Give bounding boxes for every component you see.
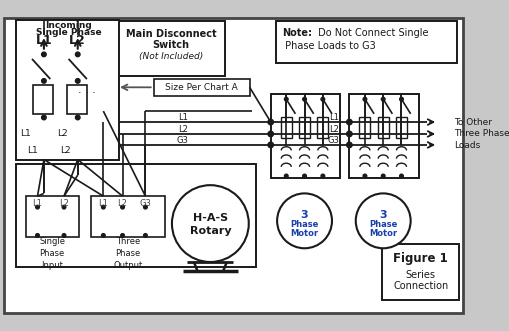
Circle shape: [36, 205, 39, 209]
Text: L2: L2: [57, 129, 67, 138]
Circle shape: [302, 174, 306, 178]
Circle shape: [399, 174, 403, 178]
Text: L2: L2: [328, 125, 338, 134]
Text: H-A-S: H-A-S: [192, 213, 228, 223]
Text: Main Disconnect: Main Disconnect: [125, 29, 216, 39]
Bar: [25, 196, 78, 237]
Text: 3: 3: [300, 210, 308, 220]
Circle shape: [381, 97, 384, 101]
Bar: [153, 79, 249, 96]
Text: Phase: Phase: [369, 220, 397, 229]
Bar: [377, 118, 388, 138]
Circle shape: [320, 174, 324, 178]
Text: L2: L2: [59, 199, 69, 208]
Circle shape: [399, 97, 403, 101]
Text: Rotary: Rotary: [189, 226, 231, 236]
Text: (Not Included): (Not Included): [138, 52, 203, 61]
Text: Single Phase: Single Phase: [36, 28, 101, 37]
Circle shape: [36, 234, 39, 237]
Text: L1: L1: [178, 113, 187, 122]
Text: L1: L1: [26, 146, 37, 155]
Text: L1: L1: [33, 199, 42, 208]
Ellipse shape: [172, 185, 248, 262]
Text: Connection: Connection: [392, 281, 447, 291]
Text: Three
Phase
Output: Three Phase Output: [113, 237, 143, 270]
Text: L1: L1: [20, 129, 31, 138]
Text: L2: L2: [118, 199, 127, 208]
Circle shape: [42, 52, 46, 57]
Text: Single
Phase
Input: Single Phase Input: [39, 237, 65, 270]
Text: Do Not Connect Single: Do Not Connect Single: [314, 28, 427, 38]
Bar: [16, 164, 256, 266]
Bar: [33, 84, 53, 114]
Text: . . .: . . .: [78, 85, 96, 95]
Circle shape: [346, 142, 351, 148]
Text: 3: 3: [379, 210, 386, 220]
Bar: [349, 94, 418, 178]
Text: Note:: Note:: [281, 28, 311, 38]
Bar: [298, 118, 309, 138]
Circle shape: [75, 52, 80, 57]
Circle shape: [346, 131, 351, 137]
Bar: [91, 196, 164, 237]
Circle shape: [42, 115, 46, 120]
Text: L2: L2: [61, 146, 71, 155]
Text: Incoming: Incoming: [45, 21, 92, 29]
Bar: [395, 118, 406, 138]
Text: Figure 1: Figure 1: [392, 252, 447, 265]
Text: To Other
Three Phase
Loads: To Other Three Phase Loads: [453, 118, 508, 150]
Circle shape: [346, 119, 351, 125]
Bar: [317, 118, 328, 138]
Bar: [276, 21, 457, 63]
Circle shape: [62, 234, 66, 237]
Circle shape: [302, 97, 306, 101]
Text: G3: G3: [139, 199, 151, 208]
Circle shape: [284, 97, 288, 101]
Text: L2: L2: [69, 34, 86, 47]
Circle shape: [267, 119, 273, 125]
Circle shape: [75, 79, 80, 83]
Ellipse shape: [355, 193, 410, 248]
Bar: [117, 22, 224, 76]
Circle shape: [121, 234, 124, 237]
Text: L1: L1: [98, 199, 108, 208]
Bar: [280, 118, 291, 138]
Circle shape: [144, 234, 147, 237]
Circle shape: [62, 205, 66, 209]
Circle shape: [284, 174, 288, 178]
Text: L1: L1: [328, 113, 338, 122]
Circle shape: [362, 97, 366, 101]
Text: G3: G3: [327, 136, 339, 145]
Circle shape: [267, 131, 273, 137]
Circle shape: [101, 234, 105, 237]
Circle shape: [42, 79, 46, 83]
Bar: [270, 94, 340, 178]
Ellipse shape: [276, 193, 331, 248]
Text: G3: G3: [177, 136, 188, 145]
Bar: [67, 84, 87, 114]
Text: Phase: Phase: [290, 220, 318, 229]
Text: Series: Series: [405, 270, 435, 280]
Text: Motor: Motor: [290, 229, 318, 238]
Circle shape: [362, 174, 366, 178]
Text: L1: L1: [36, 34, 52, 47]
Circle shape: [381, 174, 384, 178]
Text: Switch: Switch: [152, 40, 189, 50]
Bar: [359, 118, 370, 138]
Circle shape: [75, 115, 80, 120]
Circle shape: [121, 205, 124, 209]
Text: Motor: Motor: [369, 229, 397, 238]
Text: Phase Loads to G3: Phase Loads to G3: [281, 41, 375, 51]
Circle shape: [144, 205, 147, 209]
Circle shape: [267, 142, 273, 148]
Bar: [16, 20, 119, 160]
Circle shape: [320, 97, 324, 101]
Circle shape: [101, 205, 105, 209]
Bar: [382, 244, 458, 301]
Text: L2: L2: [178, 125, 187, 134]
Text: Size Per Chart A: Size Per Chart A: [165, 83, 238, 92]
